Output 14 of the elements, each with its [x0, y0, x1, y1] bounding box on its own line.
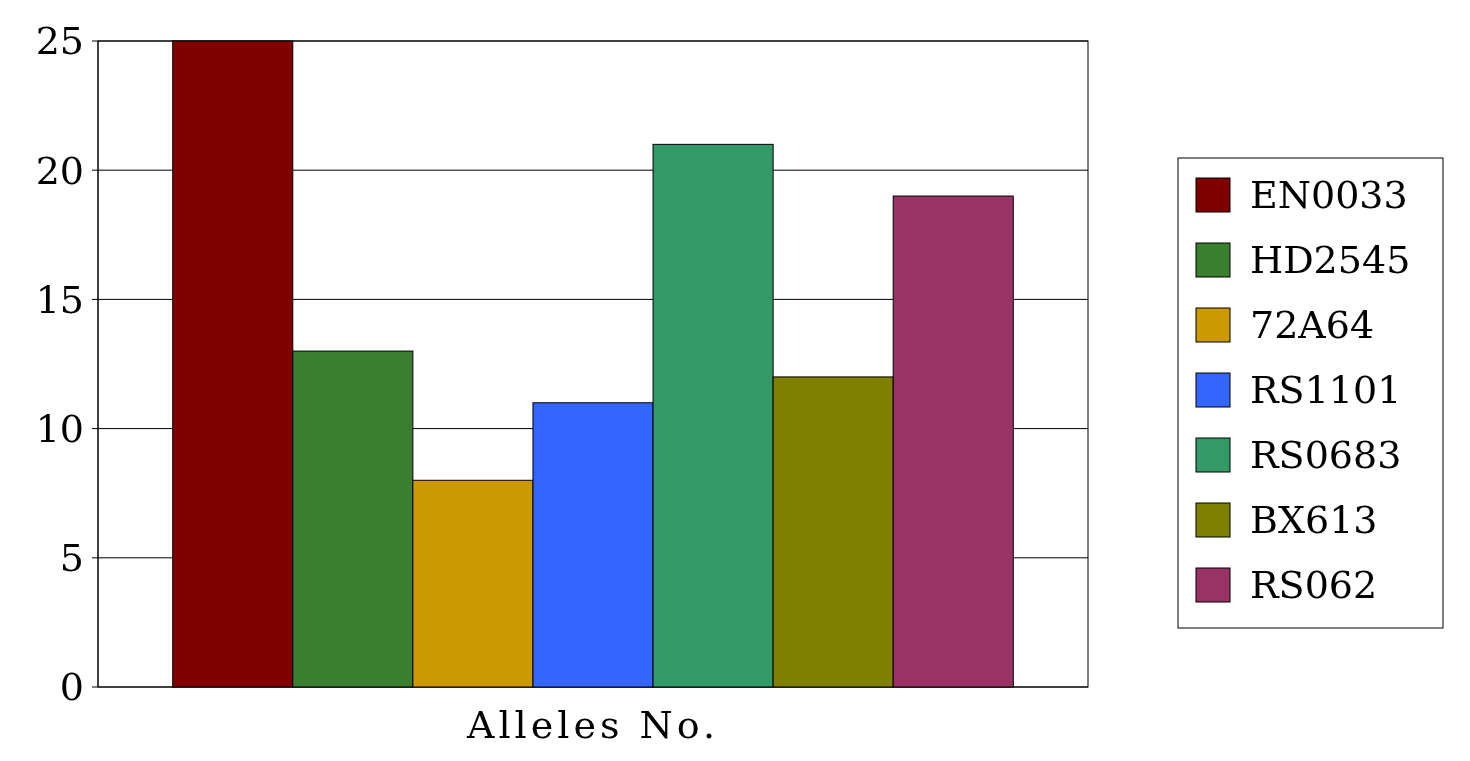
y-tick-label: 5	[59, 536, 84, 581]
y-tick-label: 10	[35, 406, 84, 451]
legend-label: RS1101	[1250, 368, 1402, 413]
x-axis-title: Alleles No.	[466, 703, 719, 747]
legend-label: RS062	[1250, 563, 1378, 608]
y-tick-label: 20	[35, 148, 84, 193]
y-tick-label: 25	[35, 19, 84, 64]
legend-label: EN0033	[1250, 173, 1408, 218]
legend-label: BX613	[1250, 498, 1378, 543]
legend-label: 72A64	[1250, 303, 1375, 348]
y-tick-label: 15	[35, 277, 84, 322]
legend-label: RS0683	[1250, 433, 1402, 478]
y-tick-label: 0	[59, 665, 84, 710]
legend-label: HD2545	[1250, 238, 1411, 283]
